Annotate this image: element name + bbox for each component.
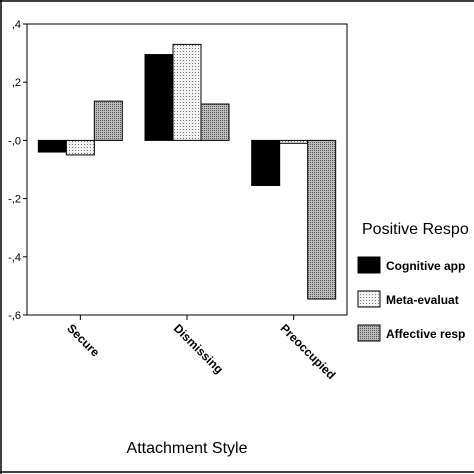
y-tick-label: ,4 <box>12 19 21 31</box>
bar-dismissing-3 <box>200 103 230 141</box>
y-tick-label: -,2 <box>8 194 21 206</box>
legend-label: Affective resp <box>386 327 465 341</box>
bar-secure-2 <box>65 139 95 156</box>
bar-preoccupied-3 <box>307 139 337 300</box>
y-tick-label: ,2 <box>12 77 21 89</box>
legend: Positive Respo Cognitive app Meta-evaluat… <box>357 221 469 342</box>
x-axis: Secure Dismissing Preoccupied <box>64 315 338 382</box>
category-label-preoccupied: Preoccupied <box>278 321 339 382</box>
bars <box>37 43 337 300</box>
bar-preoccupied-1 <box>251 139 281 187</box>
y-tick-label: -,0 <box>8 135 21 147</box>
y-axis: ,4 ,2 -,0 -,2 -,4 -,6 <box>8 19 27 322</box>
bar-dismissing-2 <box>172 43 202 141</box>
y-tick-label: -,6 <box>8 310 21 322</box>
legend-label: Meta-evaluat <box>386 293 459 307</box>
bar-preoccupied-2 <box>279 139 309 144</box>
category-label-dismissing: Dismissing <box>171 321 226 376</box>
bar-secure-1 <box>37 139 67 153</box>
legend-label: Cognitive app <box>386 259 465 273</box>
bar-dismissing-1 <box>144 54 174 141</box>
legend-title: Positive Respo <box>362 221 469 238</box>
legend-swatch <box>357 290 381 308</box>
bar-secure-3 <box>93 100 123 141</box>
legend-swatch <box>357 324 381 342</box>
x-axis-title: Attachment Style <box>127 440 248 457</box>
y-tick-label: -,4 <box>8 252 21 264</box>
category-label-secure: Secure <box>64 321 102 359</box>
legend-swatch <box>357 256 381 274</box>
